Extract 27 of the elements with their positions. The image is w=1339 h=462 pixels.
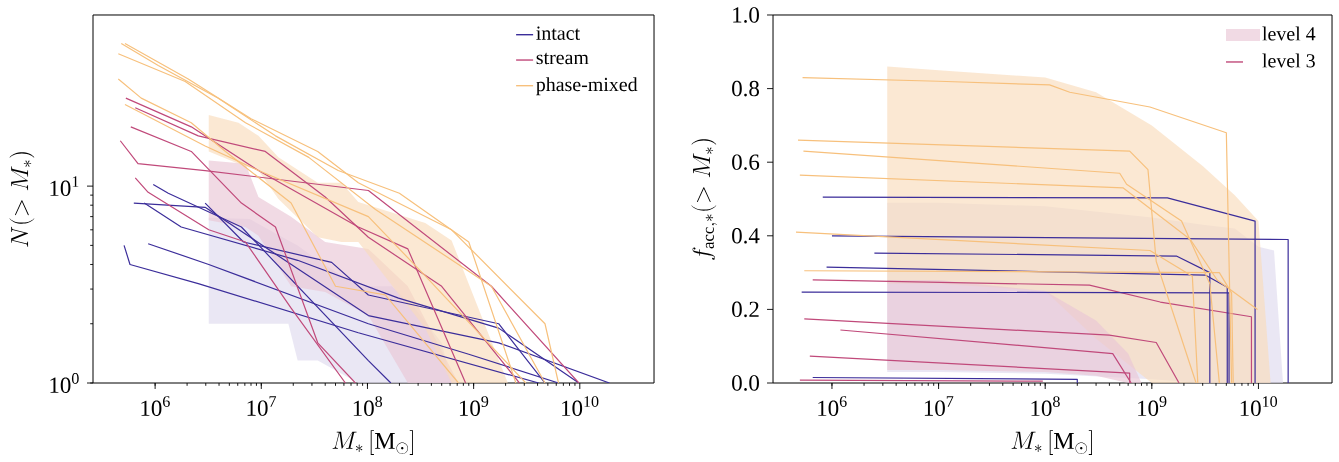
y-tick-label: 0.8 bbox=[732, 80, 759, 97]
x-tick-label: 10$^{10}$ bbox=[1240, 396, 1278, 417]
x-tick-label: 10$^{9}$ bbox=[1138, 396, 1167, 417]
x-tick-label: 10$^{8}$ bbox=[1031, 396, 1060, 417]
x-tick-label: 10$^{10}$ bbox=[562, 396, 599, 417]
x-tick-label: 10$^{8}$ bbox=[353, 396, 383, 417]
y-tick-label: 10$^{0}$ bbox=[50, 373, 79, 393]
legend-label: level 4 bbox=[1262, 26, 1316, 41]
y-tick-label: 0.6 bbox=[732, 154, 760, 170]
x-tick-label: 10$^{9}$ bbox=[459, 396, 489, 416]
y-axis-title: $f_{\mathrm{acc},*}(>M_*)$ bbox=[691, 139, 718, 260]
legend-label: phase-mixed bbox=[536, 77, 638, 96]
y-tick-label: 10$^{1}$ bbox=[50, 176, 79, 197]
x-axis-title: $M_* \, [\mathrm{M}_\odot]$ bbox=[1011, 430, 1092, 455]
x-axis-title: $M_* \, [\mathrm{M}_\odot]$ bbox=[332, 430, 413, 455]
y-axis-title: $N(>M_*)$ bbox=[9, 152, 35, 247]
legend-label: intact bbox=[536, 26, 580, 40]
x-tick-label: 10$^{7}$ bbox=[924, 396, 954, 416]
x-tick-label: 10$^{6}$ bbox=[818, 396, 847, 417]
y-tick-label: 0.0 bbox=[732, 375, 759, 391]
x-tick-label: 10$^{6}$ bbox=[141, 396, 170, 416]
legend-label: stream bbox=[536, 52, 589, 65]
x-tick-label: 10$^{7}$ bbox=[247, 396, 277, 416]
y-tick-label: 0.2 bbox=[732, 301, 759, 318]
legend-label: level 3 bbox=[1262, 53, 1315, 68]
y-tick-label: 1.0 bbox=[733, 7, 759, 23]
y-tick-label: 0.4 bbox=[732, 228, 760, 244]
